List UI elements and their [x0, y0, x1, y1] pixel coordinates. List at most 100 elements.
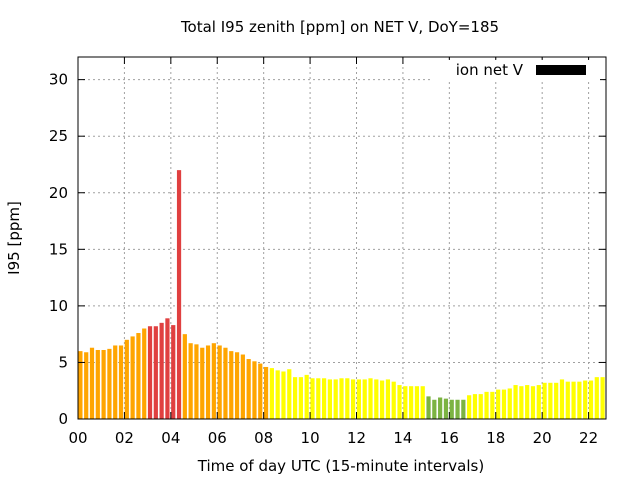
x-tick-label: 18 — [486, 429, 505, 447]
legend-label: ion net V — [456, 61, 524, 79]
bar — [385, 379, 391, 419]
x-tick-label: 02 — [115, 429, 134, 447]
bar — [89, 347, 95, 419]
x-tick-label: 00 — [68, 429, 87, 447]
bar — [200, 347, 205, 419]
x-tick-label: 12 — [347, 429, 366, 447]
bar — [484, 391, 489, 419]
bar — [426, 396, 431, 419]
y-tick-label: 25 — [49, 127, 68, 145]
bar — [159, 322, 164, 419]
bar — [176, 170, 182, 419]
bar — [246, 359, 251, 419]
bar — [292, 377, 298, 419]
bar — [263, 366, 269, 419]
bar — [594, 377, 599, 419]
bar — [229, 351, 234, 419]
bar — [438, 397, 443, 419]
bar — [327, 379, 332, 419]
bar — [496, 389, 501, 419]
bar — [269, 368, 274, 419]
bar — [223, 347, 228, 419]
x-tick-label: 20 — [533, 429, 552, 447]
bar — [252, 361, 257, 419]
bar — [449, 399, 454, 419]
bar — [414, 386, 420, 419]
bar — [467, 395, 472, 419]
y-tick-label: 15 — [49, 240, 68, 258]
y-axis-label: I95 [ppm] — [5, 201, 23, 275]
bar — [310, 378, 315, 419]
bar — [490, 391, 495, 419]
bar — [298, 377, 303, 419]
bar — [234, 352, 240, 419]
legend: ion net V — [430, 60, 600, 82]
bar — [345, 378, 350, 419]
bar — [420, 386, 425, 419]
bar — [403, 386, 408, 419]
x-tick-label: 04 — [161, 429, 180, 447]
bar — [443, 398, 449, 419]
bar — [142, 328, 147, 419]
bar — [519, 386, 524, 419]
bar — [258, 363, 263, 419]
x-tick-label: 06 — [208, 429, 227, 447]
bar — [501, 389, 507, 419]
x-axis-label: Time of day UTC (15-minute intervals) — [197, 457, 484, 475]
bar — [136, 333, 141, 419]
bar — [559, 379, 565, 419]
bar — [240, 354, 245, 419]
bar — [461, 399, 466, 419]
bar — [472, 394, 478, 419]
bar — [455, 399, 460, 419]
bar — [588, 380, 594, 419]
bar — [530, 386, 536, 419]
x-tick-label: 16 — [440, 429, 459, 447]
bar — [507, 388, 512, 419]
bar — [577, 381, 582, 419]
x-tick-label: 14 — [393, 429, 412, 447]
x-tick-label: 10 — [301, 429, 320, 447]
bar — [391, 381, 396, 419]
bar — [380, 380, 385, 419]
bar — [84, 352, 89, 419]
x-tick-label: 08 — [254, 429, 273, 447]
bar — [188, 343, 193, 419]
bar — [281, 371, 286, 419]
bar — [113, 345, 118, 419]
bar — [536, 385, 541, 419]
bar — [432, 399, 437, 419]
bar — [339, 378, 344, 419]
y-tick-label: 30 — [49, 71, 68, 89]
bar — [205, 345, 211, 419]
grid — [78, 57, 606, 419]
bar — [194, 344, 199, 419]
bar — [101, 349, 106, 419]
bar — [397, 385, 402, 419]
bar — [118, 345, 124, 419]
bar — [333, 379, 338, 419]
bar — [147, 326, 153, 419]
bar — [211, 343, 216, 419]
bars — [78, 170, 605, 419]
bar — [583, 380, 588, 419]
bar — [542, 382, 547, 419]
bar — [409, 386, 414, 419]
bar — [548, 382, 553, 419]
plot-frame — [77, 56, 607, 420]
bar — [130, 336, 135, 419]
y-tick-label: 10 — [49, 297, 68, 315]
bar — [321, 378, 327, 419]
bar — [554, 382, 559, 419]
bar — [351, 379, 356, 419]
bar — [124, 339, 129, 419]
bar — [165, 318, 170, 419]
x-tick-label: 22 — [579, 429, 598, 447]
bar — [316, 378, 321, 419]
bar — [107, 348, 112, 419]
bar — [217, 345, 222, 419]
bar — [287, 369, 292, 419]
y-tick-label: 5 — [58, 353, 68, 371]
bar — [78, 351, 83, 419]
